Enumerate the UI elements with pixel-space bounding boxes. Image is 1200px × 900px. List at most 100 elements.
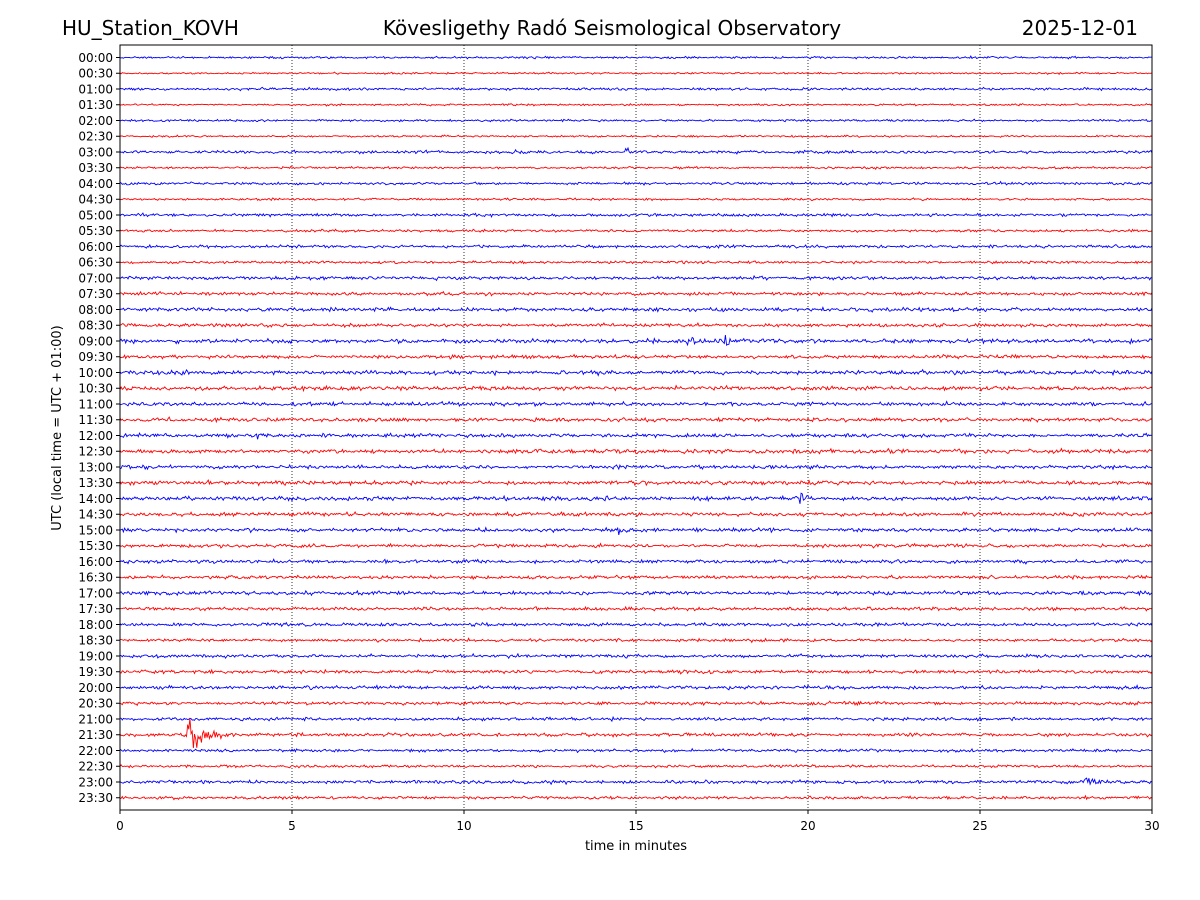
x-tick-label: 10 <box>456 819 471 833</box>
x-axis-ticks: 0 5 10 15 20 25 30 <box>116 810 1160 833</box>
x-axis-label: time in minutes <box>585 839 687 854</box>
plot-area <box>120 45 1152 810</box>
trace-2000 <box>119 684 1153 691</box>
y-tick-label: 17:00 <box>78 586 113 600</box>
trace-0000 <box>119 55 1153 60</box>
y-tick-label: 23:00 <box>78 775 113 789</box>
y-tick-label: 09:30 <box>78 350 113 364</box>
trace-0230 <box>119 134 1153 138</box>
trace-2030 <box>119 700 1153 707</box>
y-tick-label: 07:30 <box>78 287 113 301</box>
y-tick-label: 22:00 <box>78 744 113 758</box>
y-tick-label: 00:00 <box>78 51 113 65</box>
trace-0630 <box>119 259 1153 265</box>
y-tick-label: 05:30 <box>78 224 113 238</box>
trace-2300 <box>119 777 1153 786</box>
y-tick-label: 05:00 <box>78 208 113 222</box>
y-tick-label: 23:30 <box>78 791 113 805</box>
trace-1730 <box>119 605 1153 612</box>
y-tick-label: 21:00 <box>78 712 113 726</box>
trace-1930 <box>119 668 1153 675</box>
x-tick-label: 25 <box>972 819 987 833</box>
trace-1600 <box>119 558 1153 565</box>
trace-1500 <box>119 526 1153 535</box>
trace-0130 <box>119 102 1153 107</box>
x-tick-label: 15 <box>628 819 643 833</box>
y-tick-label: 18:00 <box>78 618 113 632</box>
y-tick-label: 19:30 <box>78 665 113 679</box>
y-tick-label: 18:30 <box>78 634 113 648</box>
trace-0800 <box>119 306 1153 313</box>
trace-1330 <box>119 479 1153 487</box>
y-tick-label: 15:30 <box>78 539 113 553</box>
trace-0930 <box>119 353 1153 361</box>
trace-1030 <box>119 384 1153 393</box>
trace-0030 <box>119 71 1153 76</box>
y-tick-label: 02:30 <box>78 130 113 144</box>
y-tick-label: 11:00 <box>78 397 113 411</box>
y-tick-label: 20:30 <box>78 697 113 711</box>
y-tick-label: 10:00 <box>78 366 113 380</box>
y-tick-label: 06:30 <box>78 256 113 270</box>
y-tick-label: 12:30 <box>78 445 113 459</box>
y-tick-label: 01:00 <box>78 82 113 96</box>
y-tick-label: 11:30 <box>78 413 113 427</box>
trace-1830 <box>119 637 1153 644</box>
trace-0830 <box>119 322 1153 329</box>
y-tick-label: 17:30 <box>78 602 113 616</box>
y-tick-label: 04:00 <box>78 177 113 191</box>
trace-0400 <box>119 180 1153 186</box>
trace-0900 <box>119 335 1153 347</box>
trace-0430 <box>119 197 1153 202</box>
y-tick-label: 13:00 <box>78 460 113 474</box>
trace-0330 <box>119 165 1153 170</box>
y-tick-label: 20:00 <box>78 681 113 695</box>
y-tick-label: 22:30 <box>78 760 113 774</box>
x-tick-label: 20 <box>800 819 815 833</box>
trace-2130 <box>119 718 1153 749</box>
y-tick-label: 14:00 <box>78 492 113 506</box>
y-axis-label: UTC (local time = UTC + 01:00) <box>50 325 65 530</box>
trace-2100 <box>119 715 1153 723</box>
y-tick-label: 16:30 <box>78 571 113 585</box>
y-tick-label: 06:00 <box>78 240 113 254</box>
trace-0100 <box>119 86 1153 92</box>
trace-0700 <box>119 274 1153 282</box>
x-tick-label: 30 <box>1144 819 1159 833</box>
y-tick-label: 10:30 <box>78 382 113 396</box>
y-tick-label: 08:30 <box>78 319 113 333</box>
trace-2330 <box>119 794 1153 801</box>
y-tick-label: 19:00 <box>78 649 113 663</box>
x-tick-label: 5 <box>288 819 296 833</box>
y-tick-label: 08:00 <box>78 303 113 317</box>
trace-1900 <box>119 652 1153 660</box>
trace-1100 <box>119 400 1153 408</box>
y-tick-label: 16:00 <box>78 555 113 569</box>
trace-1000 <box>119 368 1153 377</box>
trace-2230 <box>119 763 1153 769</box>
y-tick-label: 09:00 <box>78 334 113 348</box>
trace-1800 <box>119 621 1153 628</box>
trace-0530 <box>119 228 1153 233</box>
trace-1430 <box>119 510 1153 518</box>
x-tick-label: 0 <box>116 819 124 833</box>
trace-0300 <box>119 146 1153 155</box>
trace-1230 <box>119 447 1153 455</box>
y-tick-label: 03:00 <box>78 145 113 159</box>
y-tick-label: 03:30 <box>78 161 113 175</box>
trace-1400 <box>119 492 1153 504</box>
y-tick-label: 14:30 <box>78 508 113 522</box>
y-tick-label: 01:30 <box>78 98 113 112</box>
station-name: HU_Station_KOVH <box>62 16 239 40</box>
y-tick-label: 07:00 <box>78 271 113 285</box>
trace-0500 <box>119 212 1153 218</box>
trace-1630 <box>119 574 1153 581</box>
trace-1200 <box>119 432 1153 440</box>
trace-1700 <box>119 589 1153 597</box>
observatory-title: Kövesligethy Radó Seismological Observat… <box>383 16 841 40</box>
trace-1130 <box>119 416 1153 424</box>
seismic-traces <box>119 55 1153 801</box>
y-tick-label: 00:30 <box>78 67 113 81</box>
